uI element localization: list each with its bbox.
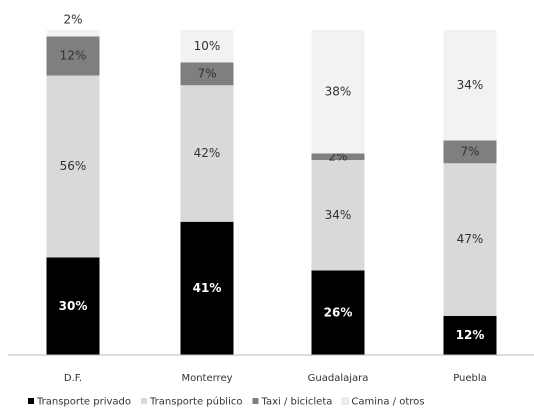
bar-segment xyxy=(180,221,234,355)
data-label: 7% xyxy=(460,144,479,158)
bar-segment xyxy=(46,30,100,37)
data-label: 2% xyxy=(63,13,82,27)
data-label: 42% xyxy=(194,146,221,160)
x-tick-label: D.F. xyxy=(64,373,82,384)
bar-segment xyxy=(180,30,234,63)
x-tick-label: Puebla xyxy=(453,373,487,384)
legend-label: Camina / otros xyxy=(351,397,424,408)
legend-swatch xyxy=(141,398,148,404)
bar-segment xyxy=(311,270,365,355)
bar-segment xyxy=(443,30,497,141)
bar-segment xyxy=(443,140,497,164)
data-label: 7% xyxy=(197,66,216,80)
legend-label: Transporte privado xyxy=(36,397,131,408)
bar-segment xyxy=(443,163,497,316)
x-tick-label: Monterrey xyxy=(181,373,232,384)
data-label: 56% xyxy=(60,159,87,173)
bar-segment xyxy=(46,36,100,76)
data-label: 12% xyxy=(60,49,87,63)
legend-swatch xyxy=(28,398,34,404)
legend-swatch xyxy=(341,397,349,405)
bar-segment xyxy=(311,30,365,154)
data-label: 10% xyxy=(194,39,221,53)
data-label: 47% xyxy=(457,232,484,246)
bar-segment xyxy=(311,153,365,160)
data-label: 41% xyxy=(193,281,222,295)
data-label: 12% xyxy=(456,328,485,342)
data-label: 34% xyxy=(457,78,484,92)
legend-label: Taxi / bicicleta xyxy=(260,397,332,408)
legend-label: Transporte público xyxy=(149,396,242,408)
bar-segment xyxy=(180,85,234,222)
data-label: 30% xyxy=(59,299,88,313)
data-label: 34% xyxy=(325,208,352,222)
bar-segment xyxy=(46,257,100,355)
x-tick-label: Guadalajara xyxy=(308,373,369,384)
bar-segment xyxy=(180,62,234,86)
bar-segment xyxy=(443,316,497,355)
bar-segment xyxy=(311,160,365,271)
data-label: 38% xyxy=(325,84,352,98)
legend-swatch xyxy=(252,398,259,404)
data-label: 26% xyxy=(324,305,353,319)
bar-segment xyxy=(46,75,100,258)
